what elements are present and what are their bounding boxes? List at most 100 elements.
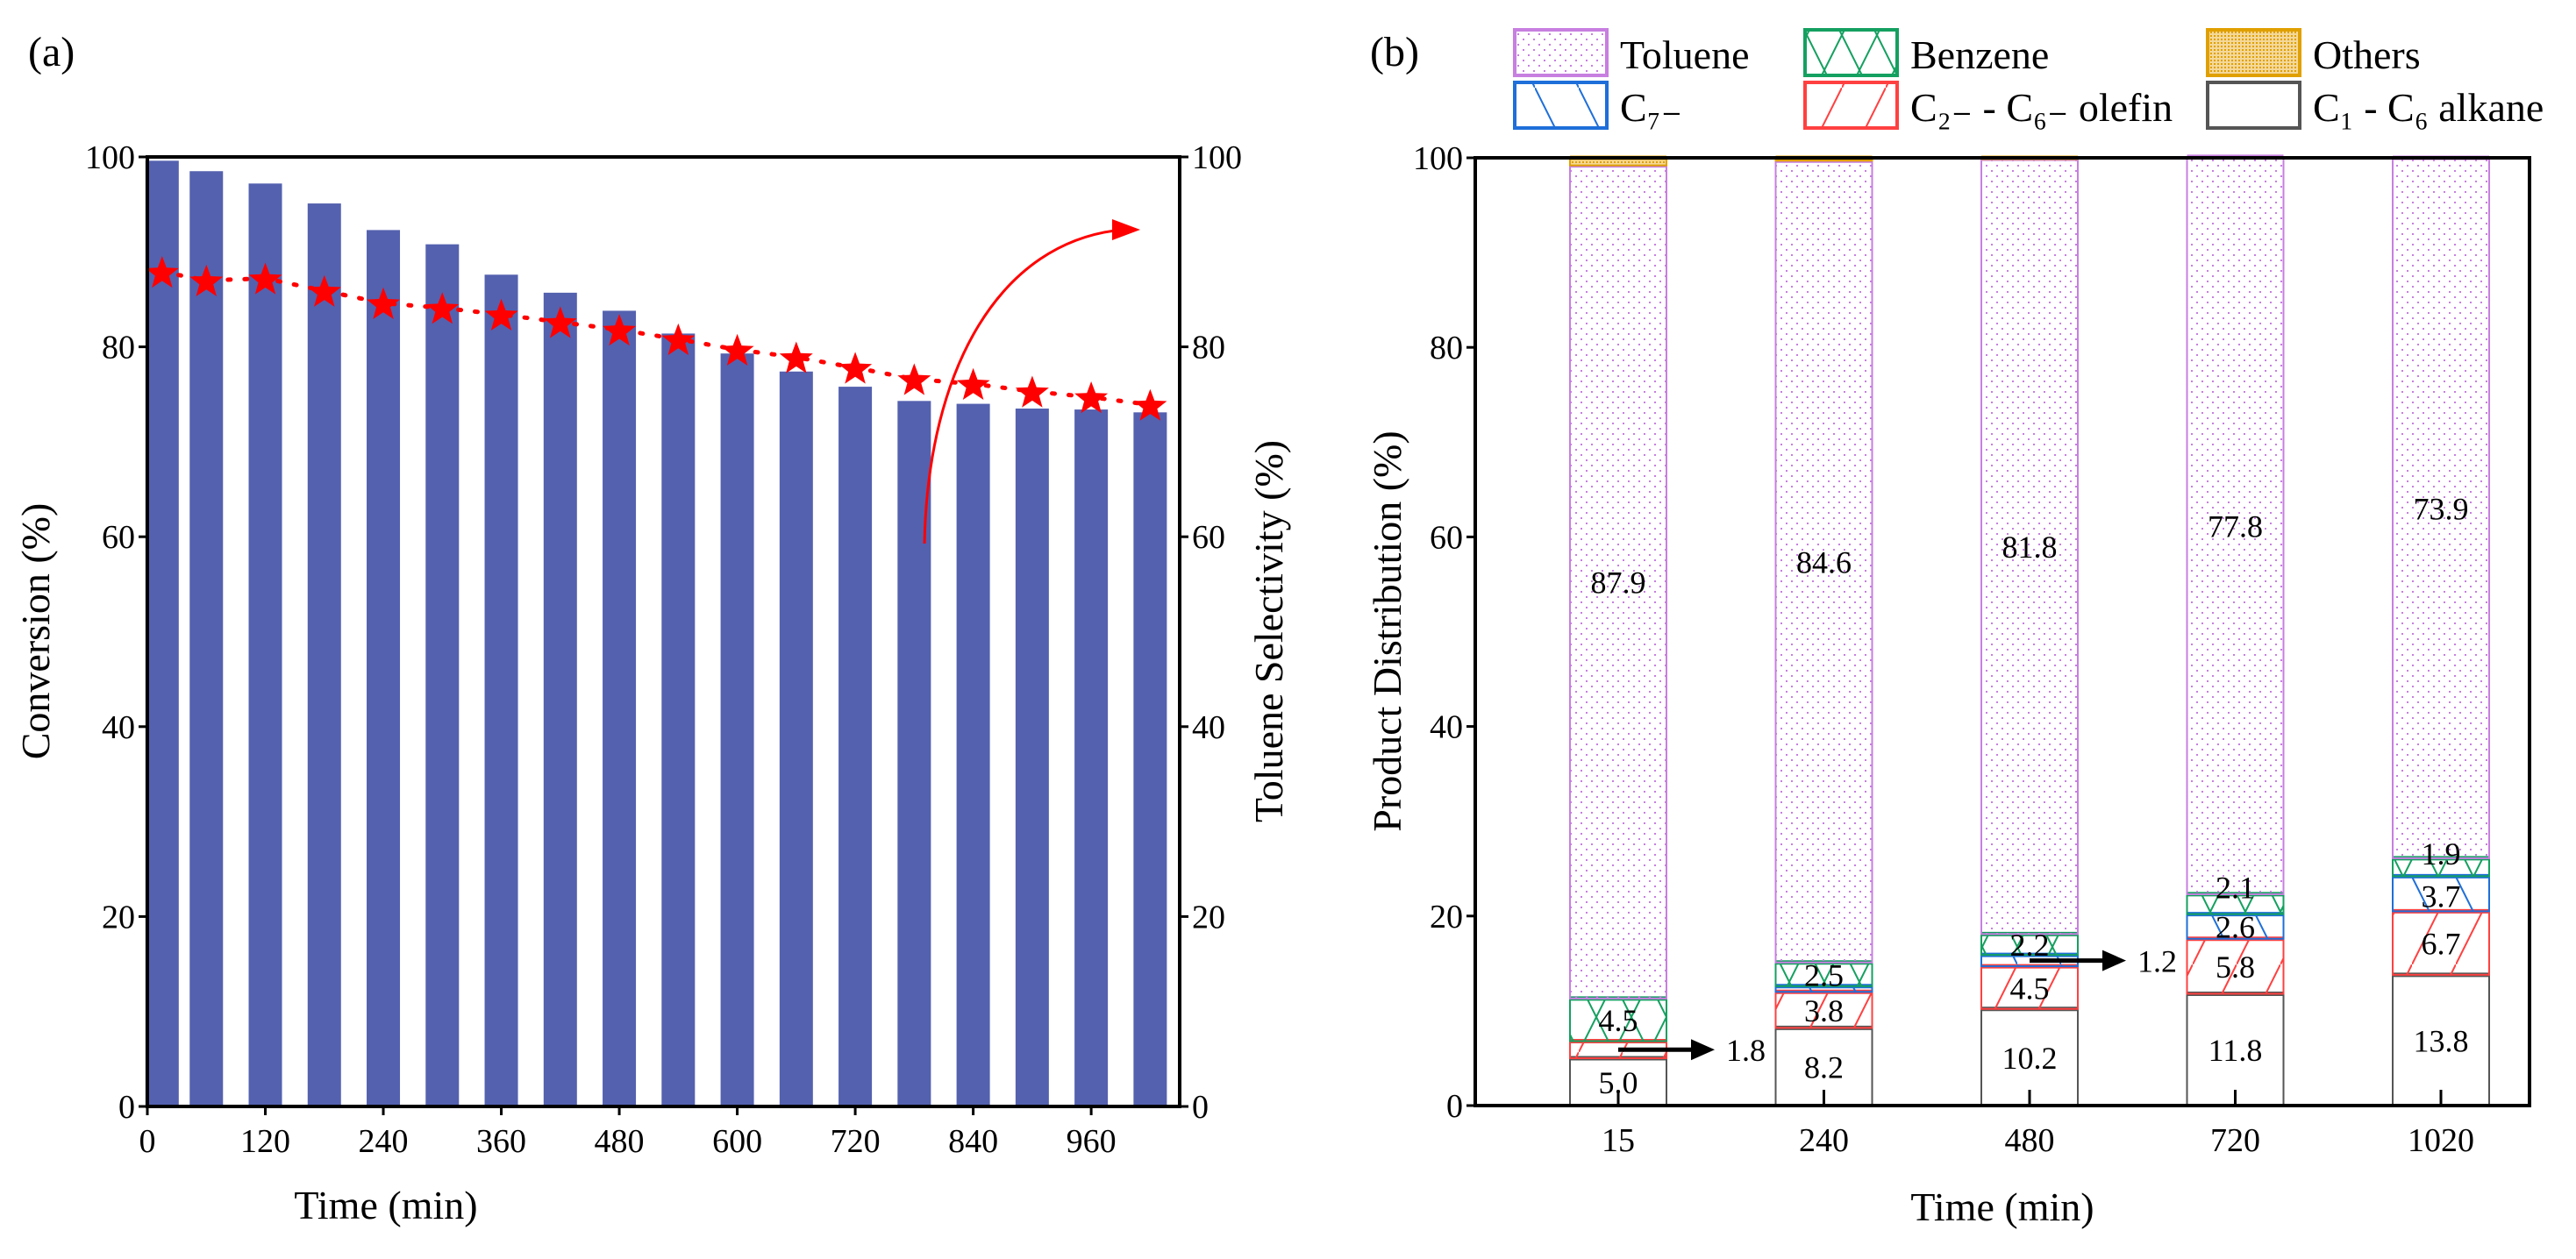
y2-tick-label-a: 80 [1192,330,1225,366]
red-arrowhead-icon [1112,219,1140,240]
selectivity-star-marker [248,262,282,295]
conversion-bar [1074,409,1109,1106]
selectivity-star-marker [779,341,813,373]
conversion-bar [425,244,460,1106]
plot-frame-a [146,155,1181,1108]
stack-segment [1980,965,2079,1010]
legend-swatch [2206,81,2301,130]
legend-label: Others [2313,32,2421,77]
y-axis-label-product-distribution: Product Distribution (%) [1365,430,1409,831]
x-tick-label-a: 600 [712,1123,762,1160]
conversion-bar [189,171,224,1106]
conversion-bar [838,387,873,1106]
panel-b-product-distribution-chart: (b) Toluene Benzene Others C₇₋ C₂₋ - C₆₋ ole… [1365,28,2544,1229]
selectivity-star-marker [1074,381,1109,414]
data-label: 1.9 [2422,836,2461,871]
x-tick-label-b: 240 [1799,1122,1849,1159]
stack-segment [1980,158,2079,935]
legend-label: C₂₋ - C₆₋ olefin [1910,85,2173,130]
data-label: 2.6 [2216,910,2255,945]
stack-segment [2186,913,2285,940]
selectivity-line [145,256,1167,421]
conversion-bar [1015,408,1049,1106]
selectivity-star-marker [661,323,696,356]
selectivity-star-marker [1133,388,1167,421]
arrowhead-icon [2102,950,2126,971]
stack-segment [1569,164,1667,999]
conversion-bar [543,292,577,1106]
data-label: 84.6 [1796,545,1852,580]
legend-label: Toluene [1620,32,1750,77]
y-tick-label-a: 60 [102,519,135,556]
selectivity-star-marker [145,256,179,288]
conversion-bar [248,183,282,1107]
legend-swatch [1513,28,1609,77]
selectivity-star-marker [897,363,931,395]
data-label: 13.8 [2414,1023,2469,1058]
stack-segment [2392,875,2490,913]
conversion-bar [145,160,179,1106]
x-tick-label-a: 120 [240,1123,290,1160]
data-label: 5.8 [2216,950,2255,985]
data-label: 5.0 [1599,1065,1638,1100]
legend-label: C₇₋ [1620,85,1682,130]
selectivity-star-marker [543,306,577,338]
y-tick-label-b: 20 [1430,899,1463,935]
y-tick-label-a: 0 [118,1089,135,1126]
y-tick-label-a: 100 [85,139,135,176]
red-arrow-to-right-axis [923,228,1124,544]
outside-data-label: 1.2 [2137,944,2177,979]
data-label: 10.2 [2002,1041,2058,1076]
selectivity-star-marker [484,298,518,331]
stack-segment [2186,937,2285,995]
data-label: 2.5 [1804,957,1844,992]
x-tick-label-a: 960 [1067,1123,1117,1160]
x-tick-label-b: 1020 [2408,1122,2474,1159]
axis-ticks-a: 0 120 240 360 480 600 720 840 960 0 20 40 60 80 100 0 20… [85,139,1242,1160]
outside-data-label: 1.8 [1726,1033,1766,1068]
legend-item: C₇₋ [1513,81,1682,130]
y-tick-label-b: 40 [1430,709,1463,746]
axis-ticks-b: 15 240 480 720 1020 0 20 40 60 80 100 [1413,140,2474,1159]
x-axis-label-a: Time (min) [294,1183,477,1227]
conversion-bar [484,274,518,1106]
y-axis-label-conversion: Conversion (%) [13,503,58,760]
conversion-bar [661,333,696,1106]
x-tick-label-b: 720 [2210,1122,2260,1159]
data-label: 4.5 [1599,1003,1638,1038]
x-tick-label-a: 480 [595,1123,645,1160]
y2-tick-label-a: 60 [1192,519,1225,556]
x-tick-label-a: 360 [476,1123,526,1160]
selectivity-star-marker [367,287,400,319]
selectivity-star-marker [956,367,990,400]
data-label: 3.8 [1804,993,1844,1028]
legend-swatch [2206,28,2301,77]
panel-b-label: (b) [1370,29,1419,75]
stack-segment [2186,992,2285,1107]
x-axis-label-b: Time (min) [1910,1184,2094,1229]
y2-tick-label-a: 100 [1192,139,1242,176]
y-tick-label-b: 0 [1446,1088,1463,1125]
stack-segment [2392,910,2490,976]
stack-segment [2392,157,2490,859]
selectivity-star-marker [425,292,460,324]
data-label: 81.8 [2002,530,2058,565]
data-label: 3.7 [2422,878,2461,914]
legend-item: Benzene [1803,28,2049,77]
y-tick-label-a: 40 [102,709,135,746]
y2-axis-label-selectivity: Toluene Selectivity (%) [1246,440,1291,822]
conversion-bar [367,230,401,1106]
y2-tick-label-a: 0 [1192,1089,1209,1126]
y-tick-label-a: 80 [102,330,135,366]
data-label: 11.8 [2209,1033,2263,1068]
conversion-bars [145,160,1167,1107]
panel-a-conversion-chart: (a) 0 120 240 360 480 600 720 840 96002040608010… [13,29,1291,1227]
x-tick-label-a: 240 [359,1123,409,1160]
legend-item: C₂₋ - C₆₋ olefin [1803,81,2173,130]
legend-swatch [1803,81,1899,130]
stacked-bars: 5.0 1.8 4.5 87.9 8.2 3.82.5 84.6 10.2 4.5 1.2 2.2 8… [1569,154,2490,1107]
y-tick-label-b: 60 [1430,519,1463,556]
arrowhead-icon [1691,1039,1715,1061]
data-label: 8.2 [1804,1050,1844,1085]
